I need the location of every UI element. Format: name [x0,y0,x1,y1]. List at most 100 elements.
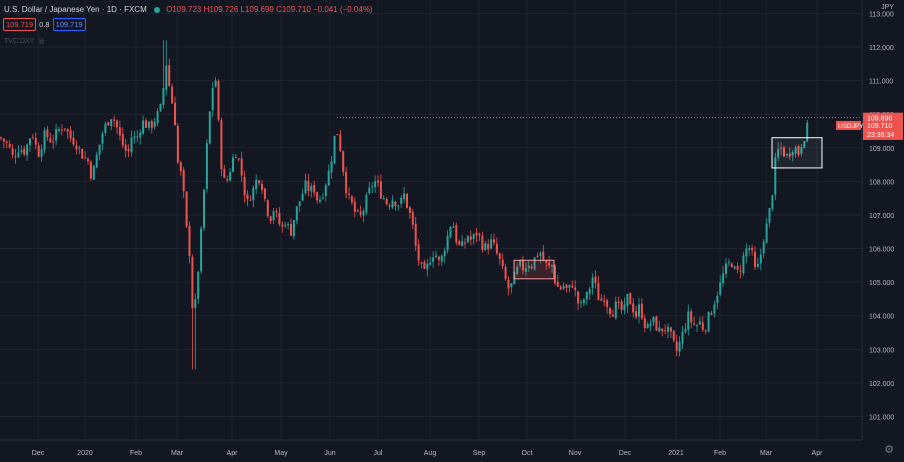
market-open-icon [153,6,160,13]
symbol-legend: U.S. Dollar / Japanese Yen · 1D · FXCM O… [4,5,373,14]
candle-body [669,327,672,332]
candle-body [374,181,377,188]
candle-body [400,197,403,204]
candle-body [284,224,287,227]
candle-body [693,323,696,325]
candle-body [60,129,63,131]
x-tick-label: Feb [714,450,726,457]
candle-body [791,152,794,156]
candle-body [92,166,95,180]
gear-icon[interactable]: ⚙ [884,444,894,456]
last-price-text: 109.710 [867,123,892,130]
candle-body [339,134,342,152]
candle-body [223,168,226,178]
candle-body [788,153,791,157]
x-tick-label: 2021 [668,450,684,457]
candle-body [11,148,14,155]
candle-body [722,273,725,284]
candle-body [745,248,748,257]
candle-body [382,198,385,200]
candle-body [574,287,577,291]
candle-body [133,136,136,138]
candle-body [101,133,104,144]
y-tick-label: 108.000 [869,179,894,186]
candle-body [733,266,736,269]
candle-body [452,226,455,228]
candle-body [298,201,301,207]
candle-body [391,200,394,208]
candle-body [232,157,234,172]
buy-button[interactable]: 109.719 [52,18,86,31]
candle-body [565,284,568,289]
candle-body [324,185,327,197]
candle-body [52,141,55,143]
candle-body [501,259,504,267]
y-tick-label: 107.000 [869,213,894,220]
candle-body [104,123,107,134]
candle-body [359,211,362,215]
candle-body [710,313,713,315]
candle-body [495,243,498,254]
candle-body [414,223,417,246]
candle-body [371,186,374,188]
candle-body [49,138,52,143]
candle-body [493,239,495,243]
candle-body [43,130,46,151]
candle-body [145,120,147,128]
candle-body [275,210,278,213]
candle-body [716,295,719,304]
candle-body [156,110,159,124]
candle-body [5,141,8,143]
candle-body [559,286,562,290]
candle-body [211,87,214,111]
candle-body [658,327,661,332]
candle-body [243,177,246,196]
candle-body [516,266,519,274]
candle-body [472,234,475,240]
indicator-legend[interactable]: TVC:DXY ◎ [4,37,44,45]
candle-body [345,171,348,194]
candle-body [504,266,507,280]
sell-button[interactable]: 109.719 [3,18,37,31]
candle-body [208,111,211,144]
candle-body [629,293,632,305]
candle-body [455,225,458,243]
candle-body [197,271,200,299]
candle-body [611,314,614,317]
candle-body [139,132,142,138]
candle-body [446,235,449,251]
candle-body [794,147,797,154]
candle-body [571,285,574,288]
high-price-label [863,112,903,123]
candle-body [524,268,527,272]
candle-body [84,157,87,159]
candle-body [287,223,290,225]
spread-value: 0.8 [39,20,50,29]
candle-body [258,180,261,184]
y-tick-label: 112.000 [869,45,894,52]
candle-body [301,194,304,201]
eye-icon[interactable]: ◎ [38,38,45,45]
candle-body [171,86,174,104]
grid [0,0,862,440]
candle-body [426,263,429,270]
candle-body [290,224,292,236]
y-tick-label: 113.000 [869,11,894,18]
candle-body [147,121,150,128]
ohlc-values: O109.723 H109.726 L109.699 C109.710 −0.0… [166,5,373,14]
candle-body [240,158,243,176]
candle-body [89,161,92,179]
candle-body [562,286,565,289]
x-tick-label: May [274,450,288,457]
candle-body [435,255,437,258]
y-tick-label: 102.000 [869,381,894,388]
candle-body [327,170,330,186]
rectangle-drawing [771,137,823,169]
candle-body [362,210,365,216]
candle-body [588,288,591,294]
candle-body [63,128,66,130]
candle-body [356,210,359,212]
